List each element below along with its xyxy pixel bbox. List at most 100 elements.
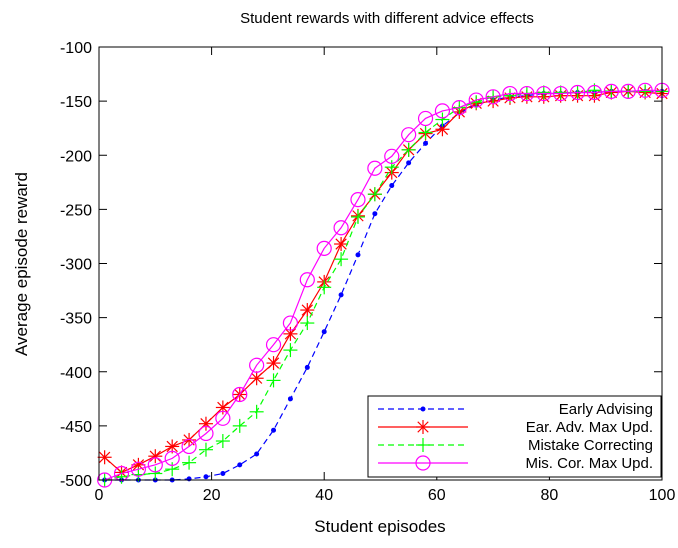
data-point-mis-cor-max-upd [553,85,569,102]
data-point-mistake-correcting [334,252,349,267]
data-point-mistake-correcting [384,160,399,175]
data-point-mis-cor-max-upd [451,100,467,116]
data-point-mis-cor-max-upd [215,410,231,426]
data-point-mis-cor-max-upd [637,82,653,98]
y-tick-label: -500 [60,473,92,490]
data-point-ear-adv-max-upd [334,237,349,252]
data-point-mistake-correcting [401,142,416,157]
x-tick-label: 80 [541,487,559,504]
data-point-mistake-correcting [638,84,653,99]
plot-area [97,82,670,488]
data-point-mis-cor-max-upd [384,148,400,164]
data-point-mistake-correcting [367,187,382,202]
data-point-early-advising [304,364,310,370]
data-point-ear-adv-max-upd [215,400,230,415]
data-point-mis-cor-max-upd [586,84,603,101]
data-point-mis-cor-max-upd [198,425,214,442]
data-point-early-advising [372,211,378,217]
data-point-mis-cor-max-upd [502,85,518,102]
legend-marker-mis-cor-max-upd [415,455,431,471]
legend-label-early-advising: Early Advising [559,401,653,418]
data-point-mis-cor-max-upd [417,110,434,127]
data-point-mis-cor-max-upd [181,438,197,455]
data-point-mistake-correcting [266,373,281,388]
data-point-early-advising [338,292,344,298]
data-point-early-advising [203,474,209,480]
axis-ticks: 0 20 40 60 80 100 -500 -450 -400 -350 -300 -250 -200… [60,40,675,504]
data-point-mistake-correcting [182,455,197,470]
data-point-mis-cor-max-upd [147,457,163,473]
data-point-ear-adv-max-upd [249,371,264,386]
data-point-early-advising [406,160,412,166]
data-point-mis-cor-max-upd [536,85,552,102]
legend-label-mis-cor-max-upd: Mis. Cor. Max Upd. [525,455,653,472]
legend-label-mistake-correcting: Mistake Correcting [528,437,653,454]
y-tick-label: -300 [60,257,92,274]
data-point-ear-adv-max-upd [283,326,298,341]
data-point-mis-cor-max-upd [282,315,299,331]
data-point-mistake-correcting [317,280,332,295]
data-point-mis-cor-max-upd [603,83,619,99]
data-point-mis-cor-max-upd [468,92,484,108]
data-point-early-advising [254,451,260,457]
series-mis-cor-max-upd [97,82,670,488]
data-point-early-advising [355,252,361,258]
data-point-early-advising [389,183,395,189]
data-point-mistake-correcting [215,434,230,449]
x-tick-label: 100 [649,487,676,504]
data-point-mis-cor-max-upd [164,450,180,466]
legend-marker-early-advising [420,406,426,412]
data-point-mistake-correcting [249,404,264,419]
data-point-mistake-correcting [198,442,213,457]
data-point-ear-adv-max-upd [97,450,112,465]
y-axis-title: Average episode reward [12,172,31,356]
data-point-mis-cor-max-upd [569,84,586,101]
data-point-mistake-correcting [148,466,163,481]
y-tick-label: -450 [60,419,92,436]
data-point-mistake-correcting [114,469,129,484]
x-tick-label: 0 [95,487,104,504]
data-point-mis-cor-max-upd [113,465,130,482]
data-point-mis-cor-max-upd [620,83,636,99]
y-tick-label: -100 [60,40,92,57]
data-point-mis-cor-max-upd [367,160,383,176]
data-point-early-advising [220,471,226,477]
y-tick-label: -150 [60,94,92,111]
data-point-mis-cor-max-upd [485,89,501,105]
data-point-mis-cor-max-upd [401,127,417,143]
y-tick-label: -350 [60,311,92,328]
data-point-mistake-correcting [300,316,315,331]
y-tick-label: -400 [60,365,92,382]
chart-title: Student rewards with different advice ef… [240,10,534,27]
x-tick-label: 60 [428,487,446,504]
data-point-mistake-correcting [350,209,365,224]
y-tick-label: -200 [60,148,92,165]
data-point-early-advising [321,329,327,335]
data-point-early-advising [423,140,429,146]
data-point-early-advising [287,396,293,402]
data-point-mis-cor-max-upd [299,272,315,288]
y-tick-label: -250 [60,202,92,219]
data-point-ear-adv-max-upd [300,303,315,318]
data-point-mis-cor-max-upd [350,192,366,208]
data-point-mis-cor-max-upd [519,85,535,102]
x-axis-title: Student episodes [314,517,445,536]
data-point-mistake-correcting [283,343,298,358]
series-line-ear-adv-max-upd [104,90,663,474]
data-point-mistake-correcting [232,418,247,433]
data-point-mis-cor-max-upd [130,461,147,477]
series-line-mis-cor-max-upd [104,89,662,481]
data-point-early-advising [237,462,243,468]
data-point-ear-adv-max-upd [148,449,163,464]
data-point-mistake-correcting [435,112,450,127]
data-point-mistake-correcting [553,85,568,100]
data-point-mis-cor-max-upd [232,386,248,403]
legend-marker-mistake-correcting [416,438,430,452]
data-point-mistake-correcting [418,125,433,140]
legend-marker-ear-adv-max-upd [416,420,430,434]
data-point-mis-cor-max-upd [333,220,349,236]
x-tick-label: 20 [203,487,221,504]
